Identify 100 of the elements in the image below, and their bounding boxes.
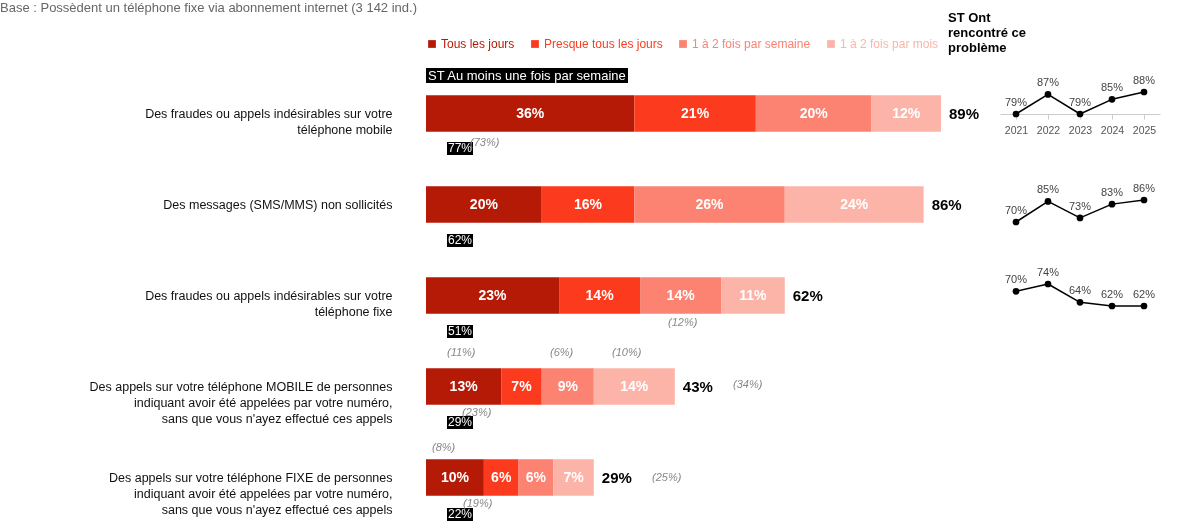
bar bbox=[640, 277, 722, 314]
bar bbox=[721, 277, 785, 314]
annotation: (19%) bbox=[463, 497, 493, 509]
point bbox=[1044, 91, 1052, 98]
bar bbox=[784, 186, 924, 223]
y-tick-label: Des messages (SMS/MMS) non sollicités bbox=[163, 197, 393, 212]
point bbox=[1140, 302, 1148, 310]
annotation: 22% bbox=[447, 507, 474, 521]
data-label: 7% bbox=[563, 468, 585, 485]
data-label: 14% bbox=[585, 286, 615, 303]
annotation: (6%) bbox=[550, 346, 574, 359]
annotation: 51% bbox=[447, 324, 474, 338]
data-label: 26% bbox=[695, 195, 725, 212]
legend-label: 1 à 2 fois par mois bbox=[840, 37, 939, 51]
data-label: 24% bbox=[840, 195, 869, 212]
data-label: 16% bbox=[574, 195, 603, 212]
bar bbox=[483, 459, 519, 496]
bar bbox=[593, 368, 675, 405]
text: ST Ont rencontré ce problème bbox=[948, 10, 1028, 55]
bar bbox=[559, 277, 641, 314]
bar bbox=[634, 186, 785, 223]
data-label: 13% bbox=[449, 377, 479, 394]
x-tick-label: 2021 bbox=[1004, 123, 1029, 136]
data-label: 86% bbox=[1132, 182, 1156, 194]
x-tick-label: 2022 bbox=[1036, 123, 1061, 136]
point bbox=[1140, 196, 1148, 204]
bar bbox=[426, 277, 560, 314]
legend-label: 1 à 2 fois par semaine bbox=[692, 37, 811, 51]
legend-label: Presque tous les jours bbox=[544, 37, 663, 51]
data-label: 62% bbox=[1100, 288, 1124, 300]
total-label: 43% bbox=[682, 377, 713, 395]
bar bbox=[426, 368, 502, 405]
bar bbox=[871, 95, 941, 132]
data-label: 36% bbox=[516, 104, 545, 121]
data-label: 79% bbox=[1068, 96, 1092, 108]
point bbox=[1108, 302, 1116, 310]
bar bbox=[426, 95, 635, 132]
data-label: 6% bbox=[525, 468, 547, 485]
data-label: 64% bbox=[1068, 284, 1092, 297]
bar bbox=[634, 95, 756, 132]
data-label: 21% bbox=[681, 104, 710, 121]
annotation: (12%) bbox=[668, 316, 698, 329]
annotation: (34%) bbox=[733, 378, 763, 391]
annotation: (8%) bbox=[432, 441, 456, 454]
x-tick-label: 2023 bbox=[1068, 123, 1093, 136]
data-label: 7% bbox=[511, 377, 533, 394]
annotation: (11%) bbox=[447, 346, 476, 359]
data-label: 79% bbox=[1004, 96, 1028, 108]
data-label: 23% bbox=[478, 286, 508, 303]
total-label: 86% bbox=[931, 195, 962, 213]
data-label: 62% bbox=[1132, 288, 1156, 300]
data-label: 6% bbox=[491, 468, 512, 485]
point bbox=[1076, 110, 1084, 118]
data-label: 9% bbox=[557, 377, 579, 394]
data-label: 11% bbox=[739, 286, 768, 303]
data-label: 73% bbox=[1068, 199, 1092, 212]
data-label: 12% bbox=[892, 104, 921, 121]
data-label: 85% bbox=[1036, 183, 1060, 196]
point bbox=[1012, 110, 1020, 118]
point bbox=[1044, 198, 1052, 205]
data-label: 87% bbox=[1036, 76, 1060, 89]
y-tick-label: Des appels sur votre téléphone MOBILE de personnes indiquant avoir été appelées par votre numéro, sans que vous n'ayez effectué ces appels bbox=[89, 379, 393, 426]
x-tick-label: 2025 bbox=[1132, 123, 1157, 136]
data-label: 85% bbox=[1100, 81, 1124, 94]
annotation: (23%) bbox=[462, 406, 492, 418]
data-label: 70% bbox=[1004, 273, 1028, 286]
bar bbox=[541, 186, 635, 223]
data-label: 10% bbox=[440, 468, 470, 485]
bar bbox=[541, 368, 594, 405]
y-tick-label: Des appels sur votre téléphone FIXE de personnes indiquant avoir été appelées par votre numéro, sans que vous n'ayez effectué ces appels bbox=[108, 470, 393, 517]
bar bbox=[553, 459, 594, 496]
point bbox=[1076, 214, 1084, 222]
point bbox=[1108, 200, 1116, 208]
data-label: 74% bbox=[1036, 266, 1060, 278]
data-label: 14% bbox=[620, 377, 649, 394]
point bbox=[1044, 280, 1052, 288]
text: Base : Possèdent un téléphone fixe via abonnement internet (3 142 ind.) bbox=[0, 0, 418, 15]
point bbox=[1076, 298, 1084, 306]
bar bbox=[426, 186, 542, 223]
annotation: 77% bbox=[447, 141, 474, 155]
annotation: (10%) bbox=[612, 346, 642, 359]
y-tick-label: Des fraudes ou appels indésirables sur votre téléphone fixe bbox=[145, 288, 393, 319]
data-label: 70% bbox=[1004, 204, 1028, 216]
point bbox=[1012, 287, 1020, 295]
data-label: 83% bbox=[1100, 186, 1124, 199]
annotation: 62% bbox=[447, 233, 474, 247]
data-label: 14% bbox=[666, 286, 696, 303]
point bbox=[1108, 95, 1116, 103]
total-label: 62% bbox=[792, 286, 823, 304]
bar bbox=[501, 368, 542, 405]
data-label: 88% bbox=[1132, 74, 1156, 86]
total-label: 29% bbox=[601, 468, 632, 486]
x-tick-label: 2024 bbox=[1100, 123, 1125, 136]
annotation: (25%) bbox=[652, 471, 682, 484]
legend-label: Tous les jours bbox=[441, 37, 515, 51]
bar bbox=[426, 459, 484, 496]
annotation: ST Au moins une fois par semaine bbox=[426, 68, 628, 83]
data-label: 20% bbox=[469, 195, 499, 212]
total-label: 89% bbox=[949, 104, 980, 122]
bar bbox=[755, 95, 872, 132]
